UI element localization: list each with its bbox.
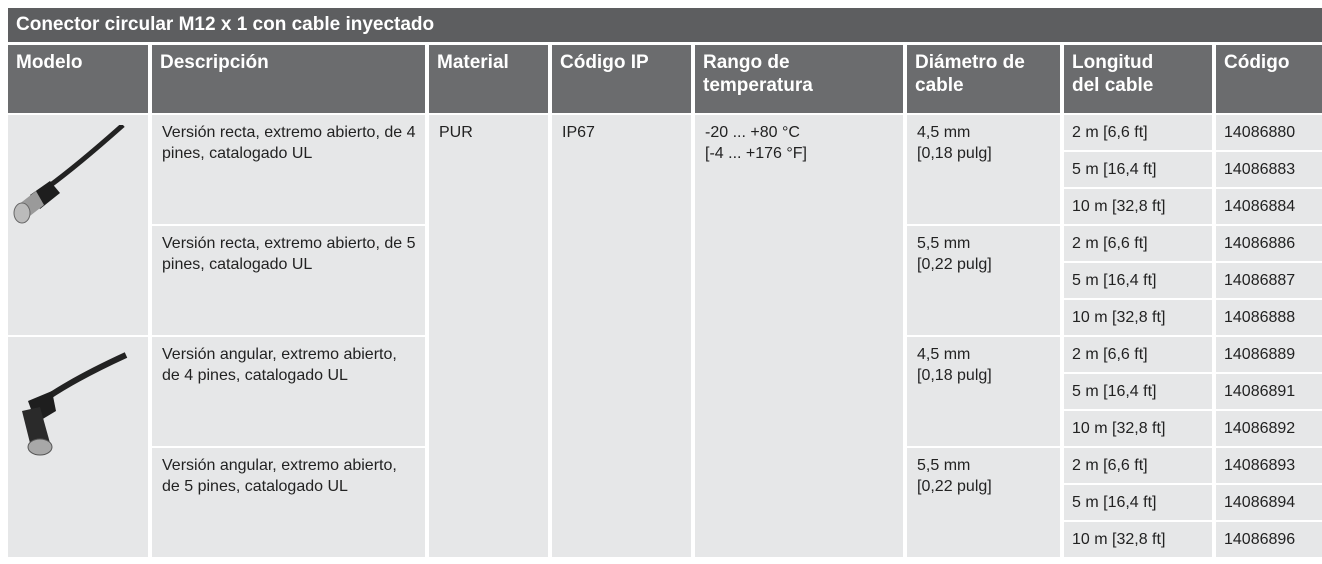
header-row: Modelo Descripción Material Código IP Rango … [8,45,1322,113]
length-cell: 5 m [16,4 ft] [1064,485,1212,520]
text-line: Descripción [160,51,417,74]
text-line: 5,5 mm [917,455,1052,476]
text-line: cable [915,74,1052,97]
description-cell: Versión recta, extremo abierto, de 5 pin… [152,226,425,335]
text-line: 5,5 mm [917,233,1052,254]
length-cell: 2 m [6,6 ft] [1064,115,1212,150]
text-line: Rango de [703,51,895,74]
length-cell: 2 m [6,6 ft] [1064,226,1212,261]
code-cell: 14086893 [1216,448,1322,483]
text-line: del cable [1072,74,1204,97]
code-cell: 14086880 [1216,115,1322,150]
table-row: Versión recta, extremo abierto, de 4 pin… [8,115,1322,150]
model-cell [8,115,148,335]
text-line: Diámetro de [915,51,1052,74]
text-line: Material [437,51,540,74]
diameter-cell: 5,5 mm[0,22 pulg] [907,448,1060,557]
table-body: Versión recta, extremo abierto, de 4 pin… [8,115,1322,557]
product-table: Modelo Descripción Material Código IP Rango … [4,43,1322,559]
text-line: [0,22 pulg] [917,254,1052,275]
code-cell: 14086891 [1216,374,1322,409]
code-cell: 14086886 [1216,226,1322,261]
length-cell: 5 m [16,4 ft] [1064,374,1212,409]
text-line: [0,18 pulg] [917,365,1052,386]
diameter-cell: 5,5 mm[0,22 pulg] [907,226,1060,335]
length-cell: 10 m [32,8 ft] [1064,300,1212,335]
length-cell: 5 m [16,4 ft] [1064,152,1212,187]
text-line: [-4 ... +176 °F] [705,143,895,164]
table-title: Conector circular M12 x 1 con cable inye… [8,8,1322,42]
text-line: [0,22 pulg] [917,476,1052,497]
material-cell: PUR [429,115,548,557]
text-line: 4,5 mm [917,344,1052,365]
length-cell: 10 m [32,8 ft] [1064,189,1212,224]
column-header: Modelo [8,45,148,113]
code-cell: 14086888 [1216,300,1322,335]
length-cell: 5 m [16,4 ft] [1064,263,1212,298]
code-cell: 14086894 [1216,485,1322,520]
length-cell: 10 m [32,8 ft] [1064,522,1212,557]
description-cell: Versión angular, extremo abierto, de 4 p… [152,337,425,446]
ip-cell: IP67 [552,115,691,557]
page: Conector circular M12 x 1 con cable inye… [8,8,1322,559]
text-line: Código IP [560,51,683,74]
angled-connector-image [8,347,128,467]
text-line: -20 ... +80 °C [705,122,895,143]
text-line: Modelo [16,51,140,74]
temperature-cell: -20 ... +80 °C[-4 ... +176 °F] [695,115,903,557]
length-cell: 2 m [6,6 ft] [1064,448,1212,483]
column-header: Código [1216,45,1322,113]
diameter-cell: 4,5 mm[0,18 pulg] [907,115,1060,224]
straight-connector-image [8,125,128,235]
text-line: 4,5 mm [917,122,1052,143]
code-cell: 14086892 [1216,411,1322,446]
column-header: Descripción [152,45,425,113]
description-cell: Versión recta, extremo abierto, de 4 pin… [152,115,425,224]
column-header: Material [429,45,548,113]
length-cell: 10 m [32,8 ft] [1064,411,1212,446]
diameter-cell: 4,5 mm[0,18 pulg] [907,337,1060,446]
length-cell: 2 m [6,6 ft] [1064,337,1212,372]
code-cell: 14086889 [1216,337,1322,372]
description-cell: Versión angular, extremo abierto, de 5 p… [152,448,425,557]
text-line: Código [1224,51,1314,74]
code-cell: 14086896 [1216,522,1322,557]
code-cell: 14086883 [1216,152,1322,187]
model-cell [8,337,148,557]
text-line: Longitud [1072,51,1204,74]
column-header: Código IP [552,45,691,113]
text-line: [0,18 pulg] [917,143,1052,164]
code-cell: 14086884 [1216,189,1322,224]
code-cell: 14086887 [1216,263,1322,298]
text-line: temperatura [703,74,895,97]
